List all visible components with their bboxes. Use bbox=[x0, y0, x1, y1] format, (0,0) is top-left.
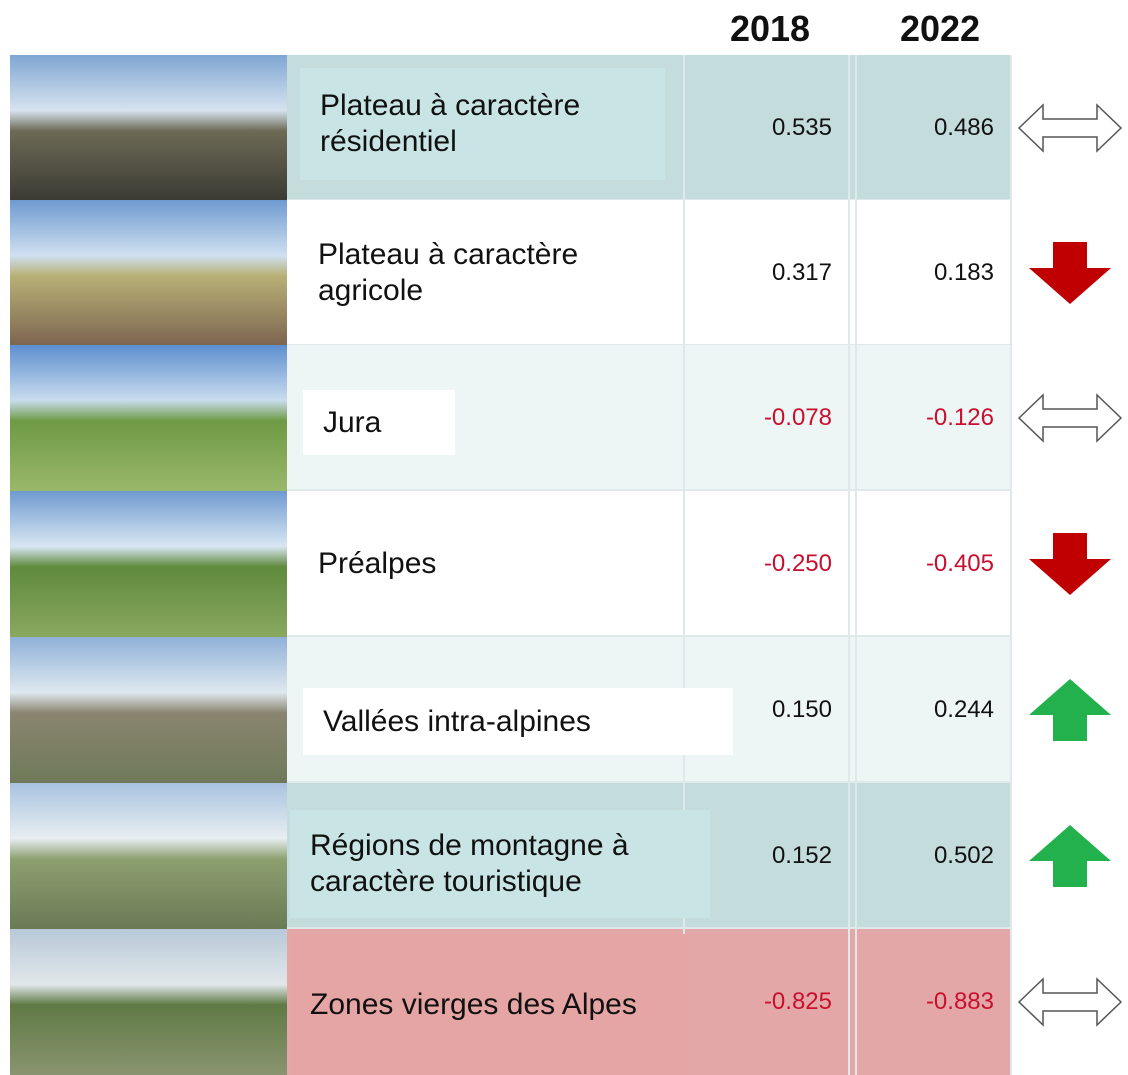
label-box bbox=[300, 68, 665, 180]
label-box bbox=[303, 390, 455, 455]
label-cell bbox=[287, 491, 685, 637]
arrow-icon bbox=[1017, 103, 1123, 153]
table-row: Préalpes -0.250 -0.405 bbox=[10, 491, 1012, 637]
label-box bbox=[290, 810, 710, 918]
label-box bbox=[303, 688, 733, 755]
trend-arrow bbox=[1015, 821, 1125, 891]
value-2022: 0.486 bbox=[855, 55, 1012, 201]
value-2022: -0.405 bbox=[855, 491, 1012, 637]
value-2018: 0.317 bbox=[685, 200, 850, 346]
table-row: Plateau à caractère résidentiel 0.535 0.48… bbox=[10, 55, 1012, 201]
table-row: Régions de montagne à caractère touristi… bbox=[10, 783, 1012, 929]
trend-arrow bbox=[1015, 967, 1125, 1037]
region-label: Plateau à caractère agricole bbox=[318, 238, 579, 307]
arrow-icon bbox=[1029, 825, 1111, 887]
region-label: Jura bbox=[323, 405, 382, 439]
value-2018: -0.078 bbox=[685, 345, 850, 491]
value-2018: 0.150 bbox=[685, 637, 850, 783]
year-header: 2018 bbox=[729, 8, 811, 49]
region-label: Régions de montagne à caractère touristi… bbox=[310, 829, 629, 898]
trend-arrow bbox=[1015, 529, 1125, 599]
trend-arrow bbox=[1015, 93, 1125, 163]
region-label: Vallées intra-alpines bbox=[323, 704, 591, 738]
value-2022: 0.502 bbox=[855, 783, 1012, 929]
value-2022: -0.883 bbox=[855, 929, 1012, 1075]
year-header: 2022 bbox=[899, 8, 981, 49]
value-2018: -0.825 bbox=[685, 929, 850, 1075]
arrow-icon bbox=[1029, 679, 1111, 741]
landscape-photo bbox=[10, 637, 287, 783]
value-2018: 0.152 bbox=[685, 783, 850, 929]
landscape-photo bbox=[10, 55, 287, 201]
arrow-icon bbox=[1017, 393, 1123, 443]
landscape-photo bbox=[10, 783, 287, 929]
region-label: Zones vierges des Alpes bbox=[310, 987, 637, 1021]
arrow-icon bbox=[1029, 533, 1111, 595]
table-row: Jura -0.078 -0.126 bbox=[10, 345, 1012, 491]
trend-arrow bbox=[1015, 238, 1125, 308]
trend-arrow bbox=[1015, 675, 1125, 745]
arrow-icon bbox=[1029, 242, 1111, 304]
region-label: Plateau à caractère résidentiel bbox=[320, 89, 581, 158]
table-row: Plateau à caractère agricole 0.317 0.183 bbox=[10, 200, 1012, 346]
label-box bbox=[290, 934, 688, 1075]
trend-arrow bbox=[1015, 383, 1125, 453]
label-cell bbox=[287, 200, 685, 346]
landscape-photo bbox=[10, 929, 287, 1075]
label-cell bbox=[287, 55, 685, 201]
value-2018: 0.535 bbox=[685, 55, 850, 201]
table-row: Zones vierges des Alpes -0.825 -0.883 bbox=[10, 929, 1012, 1075]
arrow-icon bbox=[1017, 977, 1123, 1027]
value-2018: -0.250 bbox=[685, 491, 850, 637]
region-label: Préalpes bbox=[318, 547, 437, 580]
landscape-photo bbox=[10, 491, 287, 637]
value-2022: -0.126 bbox=[855, 345, 1012, 491]
label-cell bbox=[287, 345, 685, 491]
value-2022: 0.183 bbox=[855, 200, 1012, 346]
value-2022: 0.244 bbox=[855, 637, 1012, 783]
landscape-photo bbox=[10, 345, 287, 491]
landscape-photo bbox=[10, 200, 287, 346]
table-row: Vallées intra-alpines 0.150 0.244 bbox=[10, 637, 1012, 783]
